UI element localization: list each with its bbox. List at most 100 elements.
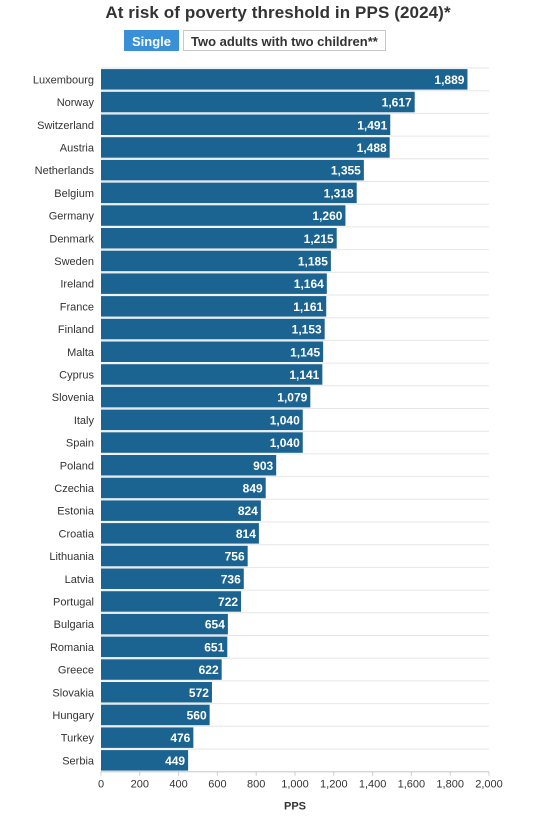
bar [101,750,189,771]
data-label: 1,079 [277,391,307,405]
bar [101,205,346,226]
bar [101,409,303,431]
category-label: Finland [58,324,94,336]
category-label: Poland [60,460,94,472]
bar [101,727,194,748]
category-label: Belgium [54,188,94,200]
bar [101,636,228,658]
category-label: Estonia [57,506,95,518]
category-label: Serbia [62,755,95,767]
data-label: 814 [236,527,256,541]
x-tick-label: 200 [131,779,149,791]
x-tick-label: 600 [208,779,226,791]
bar [101,568,244,589]
bar [101,69,468,90]
bar [101,682,212,703]
data-label: 1,185 [298,254,328,268]
category-label: Ireland [60,279,94,291]
chart-title: At risk of poverty threshold in PPS (202… [105,3,451,22]
category-label: Norway [57,97,95,109]
category-label: Switzerland [37,120,94,132]
category-label: Latvia [65,574,95,586]
bar [101,386,311,408]
category-label: Lithuania [49,551,95,563]
category-label: Czechia [54,483,95,495]
category-label: Hungary [52,710,94,722]
data-label: 651 [204,640,224,654]
data-label: 1,491 [357,118,387,132]
category-label: Denmark [49,233,94,245]
x-tick-label: 1,000 [281,779,309,791]
category-label: Spain [66,438,94,450]
data-label: 824 [238,504,258,518]
data-label: 449 [165,754,185,768]
x-tick-label: 400 [169,779,187,791]
data-label: 1,617 [382,96,412,110]
data-label: 1,889 [434,73,464,87]
data-label: 849 [243,481,263,495]
data-label: 903 [253,459,273,473]
x-tick-label: 800 [247,779,265,791]
data-label: 1,488 [357,141,387,155]
category-label: Sweden [54,256,94,268]
category-label: Portugal [53,596,94,608]
x-tick-label: 1,800 [436,779,464,791]
data-label: 722 [218,595,238,609]
x-tick-label: 1,400 [359,779,387,791]
category-label: Netherlands [35,165,95,177]
category-label: Bulgaria [54,619,95,631]
x-tick-label: 1,600 [398,779,426,791]
category-label: Germany [49,211,95,223]
data-label: 1,215 [304,232,334,246]
category-label: France [60,301,94,313]
bar [101,364,323,385]
data-label: 1,040 [270,436,300,450]
bar [101,432,303,453]
category-label: Italy [74,415,95,427]
bar [101,91,415,113]
bar [101,296,327,317]
category-label: Luxembourg [33,74,94,86]
data-label: 1,164 [294,277,324,291]
bar [101,500,261,521]
bar [101,137,390,158]
bar [101,318,325,340]
data-label: 1,040 [270,413,300,427]
category-label: Slovakia [52,687,94,699]
category-label: Slovenia [52,392,95,404]
bar [101,182,357,204]
data-label: 572 [189,686,209,700]
data-label: 1,141 [289,368,319,382]
data-label: 654 [205,618,225,632]
bar [101,523,259,544]
bar [101,545,248,567]
category-label: Greece [58,665,94,677]
bar [101,613,228,635]
x-tick-label: 0 [98,779,104,791]
data-label: 1,145 [290,345,320,359]
x-tick-label: 2,000 [475,779,503,791]
data-label: 1,260 [312,209,342,223]
toggle-single-button[interactable]: Single [124,30,180,51]
data-label: 736 [221,572,241,586]
bar [101,455,277,476]
bar [101,591,242,612]
category-label: Turkey [61,733,95,745]
data-label: 560 [187,708,207,722]
bar [101,704,210,726]
category-label: Malta [67,347,95,359]
category-label: Romania [50,642,95,654]
data-label: 1,318 [324,186,354,200]
data-label: 1,355 [331,164,361,178]
bar [101,341,324,362]
toggle-two-adults-two-children-button[interactable]: Two adults with two children** [183,30,386,51]
category-label: Cyprus [59,369,94,381]
x-tick-label: 1,200 [320,779,348,791]
data-label: 1,153 [292,323,322,337]
data-label: 476 [170,731,190,745]
data-label: 622 [199,663,219,677]
data-label: 756 [225,550,245,564]
bar [101,159,364,181]
series-toggle: Single Two adults with two children** [124,30,386,51]
